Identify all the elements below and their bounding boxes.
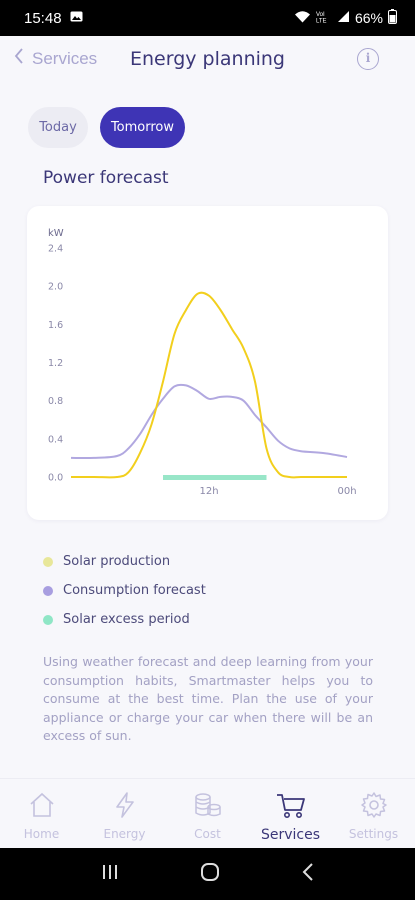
system-nav-bar [0, 848, 415, 900]
nav-item-home[interactable]: Home [0, 779, 83, 848]
series-consumption-forecast-line [70, 383, 348, 460]
legend-dot-solar [43, 556, 53, 567]
battery-icon [388, 9, 397, 27]
x-tick-label: 00h [337, 486, 356, 497]
day-selector: Today Tomorrow [28, 107, 185, 148]
y-tick-label: 0.8 [48, 396, 63, 407]
legend-dot-consumption [43, 585, 53, 596]
home-button-icon[interactable] [200, 862, 220, 886]
chart-card: kW 2.4 2.0 1.6 1.2 0.8 0.4 0.0 12h 00h [27, 206, 388, 520]
back-nav-icon[interactable] [301, 862, 315, 886]
info-icon[interactable]: i [357, 48, 379, 70]
y-tick-label: 0.0 [48, 473, 63, 484]
status-time: 15:48 [24, 9, 62, 27]
nav-label-home: Home [23, 827, 60, 841]
x-tick-label: 12h [199, 486, 218, 497]
section-title: Power forecast [43, 168, 169, 188]
recent-apps-icon[interactable] [100, 863, 120, 885]
description-text: Using weather forecast and deep learning… [43, 654, 373, 743]
cart-icon [275, 789, 307, 821]
wifi-icon [294, 10, 311, 26]
legend-label-solar: Solar production [63, 554, 171, 569]
tab-tomorrow[interactable]: Tomorrow [100, 107, 185, 148]
volte-icon: VoI LTE [316, 10, 332, 26]
y-tick-label: 2.0 [48, 282, 63, 293]
back-button[interactable]: Services [14, 48, 97, 69]
chevron-left-icon [14, 48, 24, 69]
nav-label-cost: Cost [194, 827, 221, 841]
lightning-icon [111, 789, 139, 821]
svg-text:VoI: VoI [316, 12, 325, 18]
legend-label-consumption: Consumption forecast [63, 583, 206, 598]
nav-item-energy[interactable]: Energy [83, 779, 166, 848]
tab-today[interactable]: Today [28, 107, 88, 148]
nav-label-energy: Energy [103, 827, 146, 841]
legend-dot-excess [43, 614, 53, 625]
nav-item-settings[interactable]: Settings [332, 779, 415, 848]
svg-text:LTE: LTE [316, 19, 327, 24]
signal-icon [337, 10, 350, 26]
chart-legend: Solar production Consumption forecast So… [43, 547, 206, 634]
image-icon [70, 10, 83, 26]
series-solar-production-line [70, 291, 347, 479]
gear-icon [360, 789, 388, 821]
legend-label-excess: Solar excess period [63, 612, 190, 627]
y-axis-unit-label: kW [48, 228, 64, 239]
back-label: Services [32, 48, 98, 68]
y-tick-label: 2.4 [48, 244, 63, 255]
y-tick-label: 1.2 [48, 358, 63, 369]
bottom-nav: Home Energy Cost Services Settings [0, 778, 415, 848]
coins-icon [193, 789, 223, 821]
y-tick-label: 0.4 [48, 434, 63, 445]
nav-label-settings: Settings [348, 827, 399, 841]
status-bar: 15:48 VoI LTE 66% [0, 0, 415, 36]
header: Services Energy planning i [0, 36, 415, 84]
y-tick-label: 1.6 [48, 320, 63, 331]
nav-item-cost[interactable]: Cost [166, 779, 249, 848]
home-icon [28, 789, 56, 821]
legend-item-excess: Solar excess period [43, 605, 206, 634]
battery-percentage: 66% [354, 10, 383, 26]
power-forecast-chart: kW 2.4 2.0 1.6 1.2 0.8 0.4 0.0 12h 00h [48, 228, 357, 497]
nav-item-services[interactable]: Services [249, 779, 332, 848]
nav-label-services: Services [260, 827, 321, 843]
legend-item-consumption: Consumption forecast [43, 576, 206, 605]
page-title: Energy planning [129, 48, 285, 70]
legend-item-solar: Solar production [43, 547, 206, 576]
